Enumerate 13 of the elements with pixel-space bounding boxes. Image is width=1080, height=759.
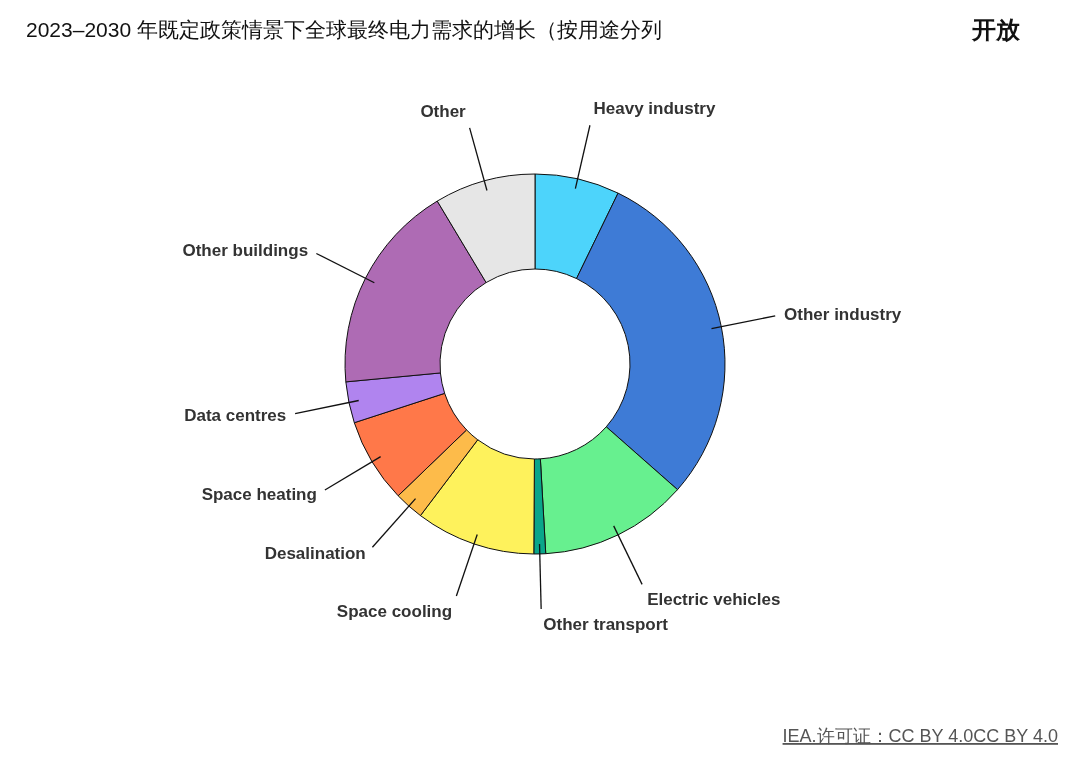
slice-label: Other <box>420 102 467 122</box>
slice-label: Space cooling <box>336 601 453 621</box>
slice-label: Data centres <box>184 406 287 426</box>
slice-label: Electric vehicles <box>647 589 781 609</box>
slice-label: Other buildings <box>182 241 309 261</box>
slice-label: Heavy industry <box>593 99 716 119</box>
slice-label: Other transport <box>543 614 669 634</box>
chart-title: 2023–2030 年既定政策情景下全球最终电力需求的增长（按用途分列 <box>26 18 662 41</box>
slice-label: Space heating <box>201 484 317 504</box>
text: 开放 <box>971 16 1021 43</box>
slice-label: Desalination <box>264 543 366 563</box>
text: IEA.许可证：CC BY 4.0CC BY 4.0 <box>782 726 1058 746</box>
slice-label: Other industry <box>784 305 902 325</box>
